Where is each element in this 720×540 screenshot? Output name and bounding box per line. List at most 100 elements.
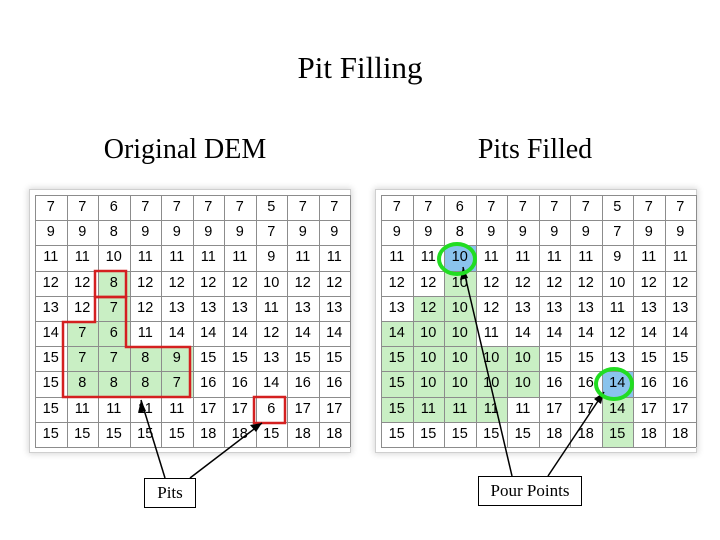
- pits-filled-cell: 11: [412, 396, 444, 422]
- pits-filled-cell: 12: [640, 274, 657, 291]
- original-dem-cell: 10: [105, 249, 122, 266]
- pits-filled-cell: 9: [676, 224, 685, 241]
- original-dem-cell: 16: [294, 375, 311, 392]
- original-dem-cell: 14: [263, 375, 280, 392]
- original-dem-cell: 12: [168, 274, 185, 291]
- original-dem-cell: 16: [231, 375, 248, 392]
- original-dem-gridline: [35, 346, 350, 348]
- original-dem-gridline: [287, 195, 288, 447]
- original-dem-cell: 9: [78, 224, 87, 241]
- original-dem-cell: 16: [326, 375, 343, 392]
- pits-filled-cell: 14: [577, 325, 594, 341]
- original-dem-cell: 9: [172, 224, 181, 241]
- pits-filled-cell: 13: [577, 299, 594, 316]
- pits-filled-cell: 11: [578, 249, 594, 266]
- original-dem-cell: 7: [98, 295, 130, 321]
- pits-filled-gridline: [381, 396, 696, 398]
- original-dem-cell: 7: [330, 199, 339, 215]
- pits-filled-cell: 11: [420, 249, 436, 266]
- original-dem-cell: 13: [263, 350, 280, 367]
- pits-filled-heading: Pits Filled: [477, 134, 593, 165]
- original-dem-gridline: [350, 195, 351, 447]
- original-dem-cell: 12: [74, 274, 91, 291]
- pits-filled-cell: 10: [609, 274, 626, 291]
- original-dem-cell: 11: [169, 249, 185, 266]
- original-dem-cell: 11: [74, 249, 90, 266]
- pits-filled-cell: 18: [577, 425, 594, 442]
- pits-filled-gridline: [381, 371, 696, 373]
- original-dem-cell: 8: [98, 371, 130, 397]
- pits-filled-cell: 9: [518, 224, 527, 241]
- original-dem-cell: 15: [168, 425, 185, 442]
- pits-filled-cell: 11: [609, 299, 625, 316]
- original-dem-cell: 8: [109, 224, 118, 241]
- original-dem-cell: 7: [161, 371, 193, 397]
- original-dem-cell: 15: [42, 425, 59, 442]
- original-dem-cell: 7: [172, 199, 181, 215]
- pits-filled-cell: 10: [507, 371, 539, 397]
- pits-filled-gridline: [381, 421, 696, 423]
- original-dem-cell: 9: [161, 346, 193, 372]
- original-dem-cell: 12: [326, 274, 343, 291]
- pits-filled-cell: 11: [389, 249, 405, 266]
- pits-filled-cell: 18: [546, 425, 563, 442]
- original-dem-cell: 14: [326, 325, 343, 341]
- original-dem-cell: 15: [42, 375, 59, 392]
- pits-filled-cell: 7: [392, 199, 401, 215]
- original-dem-cell: 11: [43, 249, 59, 266]
- pits-filled-cell: 12: [609, 325, 626, 341]
- pits-filled-cell: 14: [601, 396, 633, 422]
- original-dem-cell: 9: [46, 224, 55, 241]
- pits-filled-cell: 7: [581, 199, 590, 215]
- pits-filled-cell: 17: [577, 400, 594, 417]
- original-dem-cell: 13: [294, 299, 311, 316]
- original-dem-cell: 6: [267, 400, 276, 417]
- pits-filled-cell: 11: [444, 396, 476, 422]
- original-dem-gridline: [192, 195, 194, 447]
- pits-filled-cell: 12: [577, 274, 594, 291]
- original-dem-cell: 11: [137, 249, 153, 266]
- original-dem-cell: 13: [326, 299, 343, 316]
- pits-filled-cell: 14: [381, 321, 413, 347]
- pits-filled-cell: 11: [483, 325, 499, 341]
- pits-filled-cell: 11: [483, 249, 499, 266]
- pits-label: Pits: [144, 478, 196, 508]
- pits-filled-gridline: [601, 195, 603, 447]
- pits-filled-cell: 13: [672, 299, 689, 316]
- pits-filled-cell: 15: [388, 425, 405, 442]
- pits-filled-cell: 7: [676, 199, 685, 215]
- pits-filled-cell: 13: [640, 299, 657, 316]
- pits-filled-cell: 14: [514, 325, 531, 341]
- pits-filled-cell: 18: [640, 425, 657, 442]
- pits-filled-cell: 15: [420, 425, 437, 442]
- pits-filled-cell: 13: [388, 299, 405, 316]
- original-dem-cell: 6: [98, 321, 130, 347]
- slide-title: Pit Filling: [297, 50, 423, 85]
- pits-filled-cell: 17: [546, 400, 563, 417]
- original-dem-cell: 18: [294, 425, 311, 442]
- pits-filled-cell: 16: [546, 375, 563, 392]
- pits-filled-gridline: [696, 195, 697, 447]
- pits-filled-cell: 15: [381, 346, 413, 372]
- pits-filled-cell: 6: [455, 199, 464, 215]
- pits-filled-cell: 15: [672, 350, 689, 367]
- pits-filled-gridline: [381, 346, 696, 348]
- original-dem-cell: 15: [42, 350, 59, 367]
- pits-filled-cell: 7: [613, 224, 622, 241]
- original-dem-cell: 14: [168, 325, 185, 341]
- original-dem-cell: 7: [267, 224, 276, 241]
- original-dem-cell: 9: [267, 249, 276, 266]
- original-dem-gridline: [224, 195, 225, 447]
- original-dem-cell: 12: [42, 274, 59, 291]
- pits-filled-cell: 12: [672, 274, 689, 291]
- pits-filled-cell: 15: [640, 350, 657, 367]
- original-dem-cell: 16: [200, 375, 217, 392]
- original-dem-gridline: [255, 195, 257, 447]
- pits-filled-cell: 15: [577, 350, 594, 367]
- original-dem-cell: 7: [298, 199, 307, 215]
- pits-filled-cell: 13: [609, 350, 626, 367]
- original-dem-grid: 7 7 6 7 7 7 7 5 7 7 9 9 8 9 9 9 9 7 9 9 11 11 10 11 11 11 11 9 11 11 1…: [30, 190, 351, 452]
- original-dem-cell: 12: [137, 274, 154, 291]
- original-dem-cell: 13: [200, 299, 217, 316]
- pits-filled-gridline: [664, 195, 666, 447]
